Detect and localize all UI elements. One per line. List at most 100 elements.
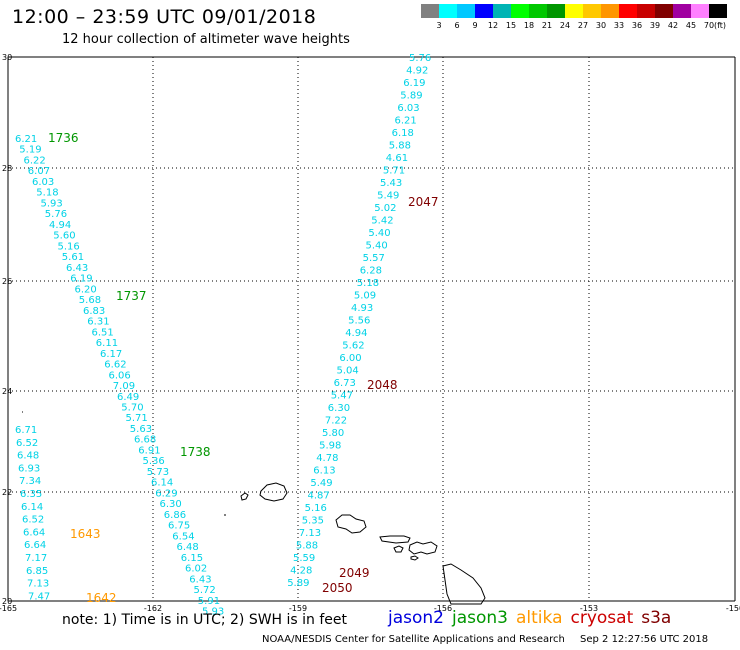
wave-height-value: 5.49 xyxy=(377,191,399,202)
lon-tick-label: -165 xyxy=(0,604,17,613)
credit-line: NOAA/NESDIS Center for Satellite Applica… xyxy=(262,634,565,645)
colorbar-swatch xyxy=(673,4,691,18)
wave-height-value: 5.98 xyxy=(319,441,341,452)
wave-height-value: 5.19 xyxy=(19,145,41,156)
wave-height-value: 6.75 xyxy=(168,521,190,532)
wave-height-value: 5.49 xyxy=(310,478,332,489)
colorbar-label: 21 xyxy=(541,21,553,30)
wave-height-value: 5.57 xyxy=(363,253,385,264)
colorbar-swatch xyxy=(457,4,475,18)
wave-height-value: 6.85 xyxy=(26,566,48,577)
colorbar-swatch xyxy=(529,4,547,18)
wave-height-value: 7.09 xyxy=(113,381,135,392)
wave-height-value: 6.91 xyxy=(138,446,160,457)
wave-height-value: 5.88 xyxy=(389,141,411,152)
wave-height-value: 6.52 xyxy=(22,515,44,526)
island-lanai xyxy=(393,545,404,553)
colorbar-swatch xyxy=(637,4,655,18)
satellite-legend-item: cryosat xyxy=(570,608,634,628)
hawaiian-islands-coastline xyxy=(22,411,486,605)
map-subtitle: 12 hour collection of altimeter wave hei… xyxy=(62,32,350,47)
lon-tick-label: -156 xyxy=(434,604,452,613)
pass-time-label: 1738 xyxy=(180,445,211,459)
pass-time-label: 1642 xyxy=(86,591,117,605)
pass-time-label: 2049 xyxy=(339,566,370,580)
colorbar-unit: (ft) xyxy=(714,21,727,30)
wave-height-value: 6.30 xyxy=(328,403,350,414)
wave-height-value: 6.06 xyxy=(109,370,131,381)
wave-height-value: 5.93 xyxy=(202,607,224,618)
map-title: 12:00 – 23:59 UTC 09/01/2018 xyxy=(12,6,317,28)
satellite-legend-item: altika xyxy=(516,608,563,628)
wave-height-value: 5.62 xyxy=(342,341,364,352)
wave-height-value: 6.11 xyxy=(96,338,118,349)
wave-height-value: 6.20 xyxy=(75,284,97,295)
colorbar-label: 9 xyxy=(472,21,478,30)
wave-height-value: 6.07 xyxy=(28,166,50,177)
lon-tick-label: -162 xyxy=(144,604,162,613)
wave-height-value: 6.17 xyxy=(100,349,122,360)
wave-height-value: 5.40 xyxy=(366,241,388,252)
wave-height-value: 5.40 xyxy=(368,228,390,239)
lat-tick-label: 20 xyxy=(2,597,12,606)
pass-time-label: 1737 xyxy=(116,289,147,303)
colorbar-swatch xyxy=(493,4,511,18)
lat-tick-label: 26 xyxy=(2,277,12,286)
altimeter-track: 6.716.526.486.937.346.356.146.526.646.64… xyxy=(15,425,117,605)
wave-height-value: 7.17 xyxy=(25,553,47,564)
wave-height-value: 6.64 xyxy=(23,527,45,538)
altimeter-tracks: 6.215.196.226.076.035.185.935.764.945.60… xyxy=(15,53,439,618)
wave-height-value: 6.02 xyxy=(185,564,207,575)
wave-height-value: 6.73 xyxy=(334,378,356,389)
wave-height-value: 6.14 xyxy=(21,502,43,513)
wave-height-value: 6.68 xyxy=(134,435,156,446)
colorbar-swatch xyxy=(547,4,565,18)
wave-height-value: 6.03 xyxy=(397,103,419,114)
wave-height-value: 6.19 xyxy=(403,78,425,89)
colorbar-label: 30 xyxy=(595,21,607,30)
island-kahoolawe xyxy=(410,555,419,561)
wave-height-value: 5.76 xyxy=(45,209,67,220)
wave-height-value: 6.19 xyxy=(70,274,92,285)
wave-height-value: 6.86 xyxy=(164,510,186,521)
colorbar-label: 12 xyxy=(487,21,499,30)
wave-height-value: 7.34 xyxy=(19,476,41,487)
wave-height-value: 6.49 xyxy=(117,392,139,403)
wave-height-value: 5.76 xyxy=(409,53,431,64)
wave-height-value: 5.18 xyxy=(36,188,58,199)
wave-height-value: 6.52 xyxy=(16,438,38,449)
island-niihau xyxy=(240,492,249,501)
axis-tick-labels: -165 -162 -159 -156 -153 -150 30 28 26 24 22 20 xyxy=(0,53,740,613)
colorbar-swatch xyxy=(475,4,493,18)
wave-height-value: 5.70 xyxy=(121,403,143,414)
wave-height-value: 5.18 xyxy=(357,278,379,289)
wave-height-value: 6.71 xyxy=(15,425,37,436)
wave-height-value: 5.93 xyxy=(41,198,63,209)
wave-height-value: 4.28 xyxy=(290,566,312,577)
lon-tick-label: -159 xyxy=(289,604,307,613)
colorbar-swatch xyxy=(583,4,601,18)
wave-height-value: 5.61 xyxy=(62,252,84,263)
wave-height-value: 5.59 xyxy=(293,553,315,564)
satellite-legend-item: jason3 xyxy=(452,608,508,628)
wave-height-value: 4.92 xyxy=(406,66,428,77)
wave-height-value: 5.89 xyxy=(287,578,309,589)
colorbar-label: 15 xyxy=(505,21,517,30)
wave-height-value: 6.00 xyxy=(339,353,361,364)
wave-height-value: 5.09 xyxy=(354,291,376,302)
wave-height-value: 4.61 xyxy=(386,153,408,164)
wave-height-value: 5.63 xyxy=(130,424,152,435)
wave-height-value: 6.30 xyxy=(160,499,182,510)
colorbar-swatch xyxy=(601,4,619,18)
wave-height-value: 5.91 xyxy=(198,596,220,607)
wave-height-value: 6.51 xyxy=(92,327,114,338)
wave-height-value: 5.02 xyxy=(374,203,396,214)
pass-time-label: 1736 xyxy=(48,131,79,145)
wave-height-value: 5.80 xyxy=(322,428,344,439)
wave-height-value: 5.16 xyxy=(58,241,80,252)
colorbar-swatch xyxy=(421,4,439,18)
colorbar-label: 18 xyxy=(523,21,535,30)
lon-tick-label: -150 xyxy=(726,604,740,613)
grid-lines xyxy=(7,56,736,602)
